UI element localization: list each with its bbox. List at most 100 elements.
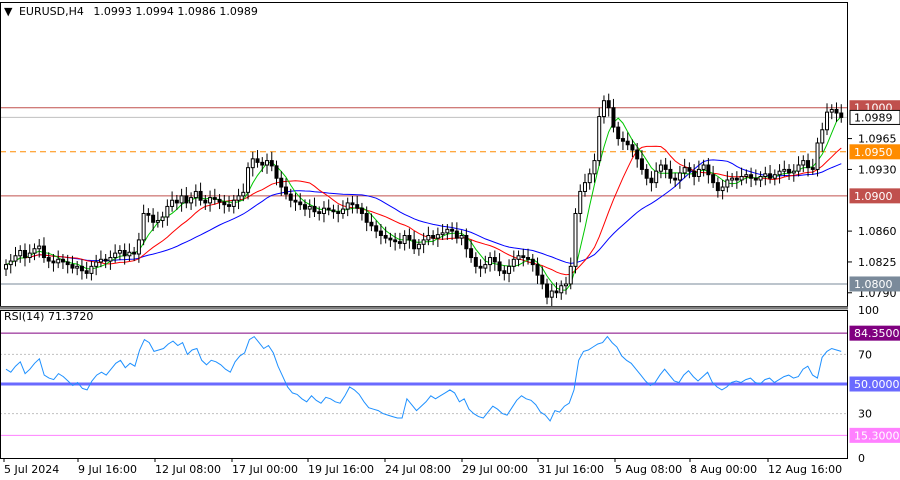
x-tick-label: 31 Jul 16:00 bbox=[538, 463, 604, 476]
dropdown-arrow-icon[interactable]: ▼ bbox=[4, 5, 13, 18]
candle-body bbox=[730, 177, 735, 181]
candle-body bbox=[170, 199, 175, 207]
candle-body bbox=[611, 107, 616, 128]
rsi-panel bbox=[0, 332, 848, 436]
candle-body bbox=[179, 195, 184, 204]
candle-body bbox=[768, 173, 773, 179]
candle-body bbox=[412, 239, 417, 250]
candle-body bbox=[397, 241, 402, 244]
candle-body bbox=[75, 265, 80, 269]
candle-body bbox=[749, 174, 754, 179]
candle-body bbox=[132, 251, 137, 255]
candle-body bbox=[84, 270, 89, 274]
candle-body bbox=[70, 264, 75, 269]
candle-body bbox=[208, 197, 213, 204]
candle-body bbox=[284, 186, 288, 195]
rsi-level-tag bbox=[849, 376, 900, 392]
candle-body bbox=[445, 228, 450, 234]
candle-body bbox=[692, 170, 697, 177]
candle-body bbox=[236, 195, 241, 201]
x-tick-label: 29 Jul 00:00 bbox=[462, 463, 528, 476]
candle-body bbox=[521, 255, 526, 259]
candle-body bbox=[374, 225, 379, 232]
candle-body bbox=[592, 160, 597, 175]
candle-body bbox=[345, 202, 350, 210]
candle-body bbox=[639, 158, 644, 170]
candle-body bbox=[103, 258, 108, 262]
candle-body bbox=[260, 161, 265, 166]
candle-body bbox=[227, 204, 232, 207]
candle-body bbox=[98, 258, 103, 263]
candle-body bbox=[279, 177, 284, 188]
candle-body bbox=[56, 258, 61, 264]
candle-body bbox=[293, 199, 298, 203]
candle-body bbox=[473, 257, 478, 267]
candle-body bbox=[89, 265, 94, 274]
candle-body bbox=[450, 228, 455, 232]
rsi-y-tick-label: 30 bbox=[858, 408, 872, 421]
candle-body bbox=[469, 248, 474, 259]
candle-body bbox=[616, 126, 621, 140]
candle-body bbox=[416, 243, 421, 250]
candle-body bbox=[559, 285, 564, 294]
price-level-label: 1.0900 bbox=[854, 190, 893, 203]
candle-body bbox=[198, 190, 203, 201]
price-level-label: 1.0800 bbox=[854, 278, 893, 291]
candle-body bbox=[497, 261, 502, 272]
price-level-tag bbox=[849, 144, 900, 160]
candle-body bbox=[51, 260, 56, 264]
candle-body bbox=[782, 168, 787, 172]
candle-body bbox=[483, 264, 488, 269]
candle-body bbox=[829, 109, 834, 113]
candle-body bbox=[815, 142, 820, 170]
candle-body bbox=[321, 207, 326, 214]
candle-body bbox=[421, 239, 426, 245]
candle-body bbox=[388, 237, 393, 241]
candle-body bbox=[488, 257, 493, 266]
candle-body bbox=[530, 258, 535, 266]
candle-body bbox=[174, 199, 179, 204]
candle-body bbox=[502, 270, 507, 274]
candle-body bbox=[155, 220, 160, 223]
candle-body bbox=[464, 235, 469, 250]
price-level-label: 1.0950 bbox=[854, 146, 893, 159]
price-y-tick-label: 1.0860 bbox=[858, 225, 897, 238]
candle-body bbox=[701, 164, 706, 170]
candle-body bbox=[568, 265, 573, 285]
candle-body bbox=[459, 235, 464, 239]
rsi-y-tick-label: 0 bbox=[858, 452, 865, 465]
candle-body bbox=[32, 248, 37, 254]
candle-body bbox=[146, 212, 151, 216]
candle-body bbox=[540, 274, 545, 285]
candle-body bbox=[46, 257, 51, 262]
candle-body bbox=[825, 111, 830, 131]
candle-body bbox=[288, 193, 293, 201]
candle-body bbox=[431, 235, 436, 239]
candle-body bbox=[331, 209, 336, 213]
candle-body bbox=[554, 290, 559, 294]
candle-body bbox=[573, 212, 578, 267]
candle-body bbox=[791, 170, 796, 174]
candle-body bbox=[37, 245, 42, 250]
candle-body bbox=[787, 168, 792, 174]
candle-body bbox=[801, 160, 806, 166]
candle-body bbox=[231, 199, 236, 207]
candle-body bbox=[744, 174, 749, 177]
rsi-y-tick-label: 100 bbox=[858, 304, 879, 317]
candle-body bbox=[312, 205, 317, 213]
candle-body bbox=[122, 249, 127, 257]
candle-body bbox=[711, 174, 716, 184]
candle-body bbox=[720, 186, 725, 192]
rsi-line bbox=[5, 335, 842, 422]
candle-body bbox=[620, 138, 625, 142]
candle-body bbox=[189, 197, 194, 204]
candle-body bbox=[160, 216, 165, 222]
candle-body bbox=[507, 265, 512, 274]
candle-body bbox=[27, 252, 32, 259]
candle-body bbox=[668, 168, 673, 179]
candle-body bbox=[222, 201, 227, 206]
candle-body bbox=[274, 165, 279, 179]
candle-body bbox=[777, 170, 782, 176]
candle-body bbox=[355, 204, 360, 209]
candle-body bbox=[511, 258, 516, 267]
